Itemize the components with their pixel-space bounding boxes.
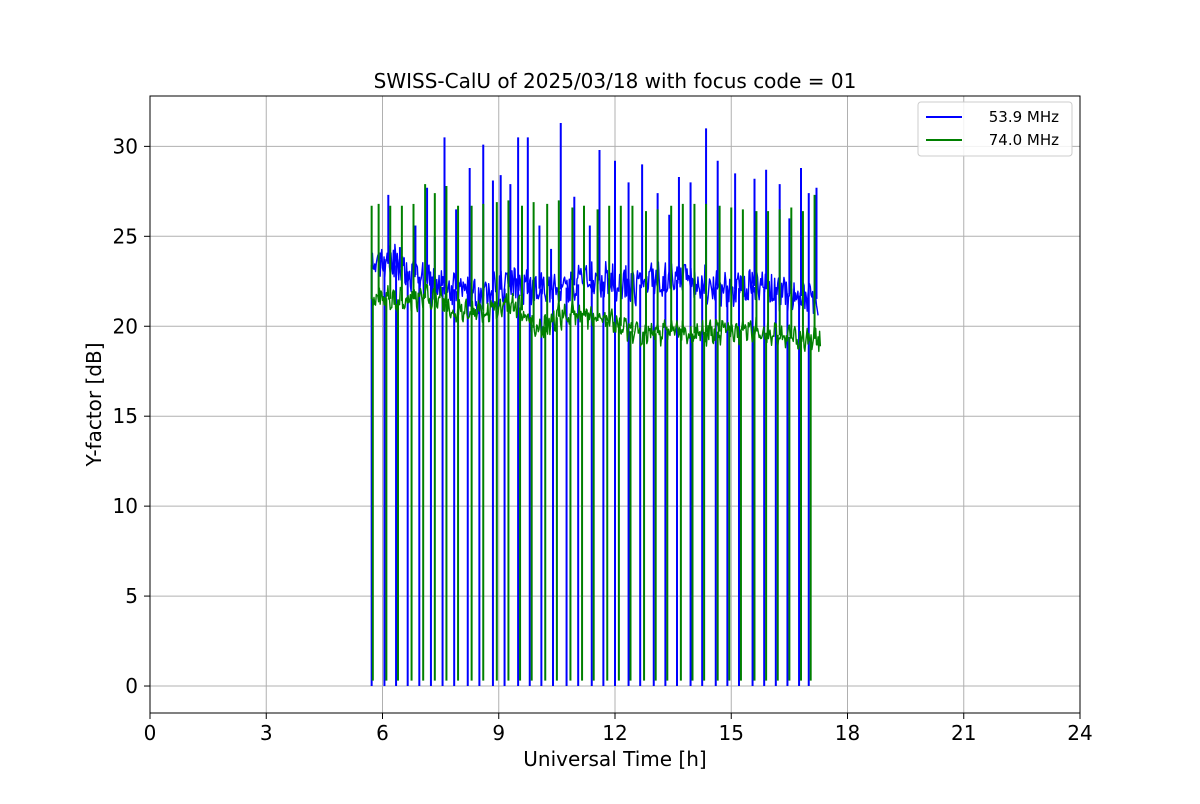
axis-ticks: 0 3 6 9 12 15 18 21 24 0 5 10 15 20 25 30 [113,134,1093,745]
legend-label-series-2: 74.0 MHz [989,131,1059,149]
series-layer [370,122,822,687]
y-axis-label: Y-factor [dB] [82,342,106,467]
y-tick-label: 15 [113,404,138,428]
legend: 53.9 MHz 74.0 MHz [917,101,1073,157]
y-tick-label: 20 [113,314,138,338]
y-tick-label: 0 [125,674,138,698]
y-tick-label: 5 [125,584,138,608]
x-tick-label: 0 [144,721,157,745]
x-tick-label: 9 [492,721,505,745]
y-tick-label: 25 [113,224,138,248]
x-tick-label: 18 [835,721,860,745]
series-2 [370,184,822,681]
x-tick-label: 6 [376,721,389,745]
chart-title: SWISS-CalU of 2025/03/18 with focus code… [374,69,857,93]
x-tick-label: 21 [951,721,976,745]
x-tick-label: 15 [719,721,744,745]
legend-box [917,101,1073,157]
y-tick-label: 10 [113,494,138,518]
x-tick-label: 12 [602,721,627,745]
y-tick-label: 30 [113,134,138,158]
x-axis-label: Universal Time [h] [523,747,706,771]
legend-label-series-1: 53.9 MHz [989,108,1059,126]
x-tick-label: 3 [260,721,273,745]
x-tick-label: 24 [1067,721,1092,745]
